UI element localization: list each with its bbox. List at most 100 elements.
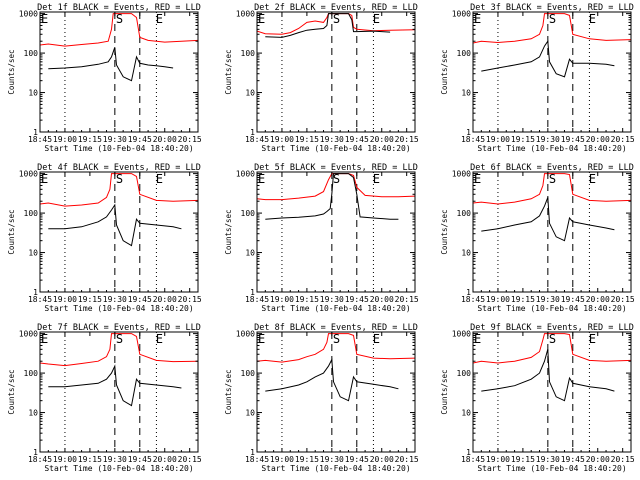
x-tick-label: 18:45	[28, 135, 52, 144]
lld-rate-line	[473, 333, 631, 364]
marker-letter: E	[41, 172, 48, 186]
x-tick-label: 19:30	[320, 135, 344, 144]
y-tick-label: 100	[457, 369, 472, 378]
x-axis-label: Start Time (10-Feb-04 18:40:20)	[261, 304, 410, 313]
marker-letter: E	[41, 12, 48, 26]
events-rate-line	[48, 203, 182, 247]
y-tick-label: 100	[24, 209, 39, 218]
y-tick-label: 1	[466, 128, 471, 137]
panel-title: Det 7f BLACK = Events, RED = LLD	[37, 323, 201, 333]
y-axis-label: Counts/sec	[7, 209, 16, 254]
x-axis-label: Start Time (10-Feb-04 18:40:20)	[477, 304, 626, 313]
panel-title: Det 1f BLACK = Events, RED = LLD	[37, 3, 201, 13]
marker-letter: S	[333, 332, 340, 346]
plot-frame	[39, 331, 199, 453]
x-axis-label: Start Time (10-Feb-04 18:40:20)	[261, 464, 410, 473]
y-tick-label: 1	[33, 288, 38, 297]
marker-letter: E	[589, 12, 596, 26]
events-rate-line	[481, 39, 615, 78]
x-axis-label: Start Time (10-Feb-04 18:40:20)	[44, 144, 193, 153]
x-tick-label: 20:15	[395, 455, 419, 464]
y-tick-label: 10	[245, 409, 255, 418]
y-tick-label: 100	[241, 209, 256, 218]
x-tick-label: 20:15	[611, 135, 635, 144]
marker-letter: E	[373, 172, 380, 186]
y-axis-label: Counts/sec	[7, 49, 16, 94]
y-tick-label: 100	[457, 49, 472, 58]
lld-rate-line	[40, 13, 198, 47]
x-tick-label: 20:00	[370, 135, 394, 144]
x-tick-label: 19:30	[536, 135, 560, 144]
x-tick-label: 18:45	[245, 135, 269, 144]
lld-rate-line	[40, 333, 198, 367]
x-tick-label: 19:00	[53, 295, 77, 304]
x-tick-label: 19:45	[128, 295, 152, 304]
x-tick-label: 18:45	[245, 295, 269, 304]
events-rate-line	[265, 13, 391, 38]
y-tick-label: 10	[245, 249, 255, 258]
marker-letter: E	[156, 332, 163, 346]
x-tick-label: 19:30	[320, 295, 344, 304]
marker-letter: E	[258, 12, 265, 26]
x-tick-label: 19:15	[511, 455, 535, 464]
x-tick-label: 20:15	[395, 135, 419, 144]
events-rate-line	[481, 349, 615, 402]
plot-frame	[39, 11, 199, 133]
x-tick-label: 18:45	[461, 455, 485, 464]
y-tick-label: 10	[461, 89, 471, 98]
x-tick-label: 19:15	[295, 135, 319, 144]
marker-letter: E	[589, 172, 596, 186]
y-tick-label: 1000	[452, 170, 471, 179]
x-tick-label: 20:15	[611, 295, 635, 304]
y-tick-label: 1	[33, 448, 38, 457]
marker-letter: E	[258, 172, 265, 186]
marker-letter: E	[373, 12, 380, 26]
plot-frame	[472, 11, 632, 133]
y-axis-label: Counts/sec	[224, 49, 233, 94]
x-tick-label: 19:45	[561, 135, 585, 144]
y-tick-label: 1000	[236, 10, 255, 19]
x-tick-label: 20:00	[586, 295, 610, 304]
plot-frame	[256, 171, 416, 293]
y-tick-label: 1	[250, 288, 255, 297]
y-tick-label: 1000	[19, 330, 38, 339]
x-tick-label: 19:45	[561, 455, 585, 464]
plot-frame	[472, 331, 632, 453]
marker-letter: E	[258, 332, 265, 346]
x-tick-label: 19:30	[103, 295, 127, 304]
y-tick-label: 1	[250, 448, 255, 457]
y-axis-label: Counts/sec	[224, 209, 233, 254]
panel-title: Det 9f BLACK = Events, RED = LLD	[470, 323, 634, 333]
x-tick-label: 19:30	[320, 455, 344, 464]
x-tick-label: 20:00	[586, 455, 610, 464]
x-axis-label: Start Time (10-Feb-04 18:40:20)	[44, 464, 193, 473]
y-tick-label: 1	[466, 288, 471, 297]
marker-letter: E	[474, 172, 481, 186]
x-tick-label: 19:30	[103, 135, 127, 144]
x-tick-label: 18:45	[461, 295, 485, 304]
marker-letter: E	[474, 12, 481, 26]
x-tick-label: 19:00	[53, 135, 77, 144]
x-tick-label: 19:15	[295, 455, 319, 464]
y-tick-label: 10	[245, 89, 255, 98]
y-tick-label: 10	[461, 249, 471, 258]
y-tick-label: 10	[28, 409, 38, 418]
x-tick-label: 20:00	[370, 295, 394, 304]
x-tick-label: 20:00	[153, 135, 177, 144]
events-rate-line	[481, 197, 615, 242]
x-axis-label: Start Time (10-Feb-04 18:40:20)	[44, 304, 193, 313]
x-tick-label: 20:15	[178, 455, 202, 464]
y-tick-label: 1000	[236, 330, 255, 339]
panel-title: Det 2f BLACK = Events, RED = LLD	[254, 3, 418, 13]
marker-letter: S	[116, 332, 123, 346]
x-tick-label: 19:30	[536, 295, 560, 304]
x-tick-label: 19:00	[270, 135, 294, 144]
y-tick-label: 1000	[236, 170, 255, 179]
plot-frame	[256, 331, 416, 453]
